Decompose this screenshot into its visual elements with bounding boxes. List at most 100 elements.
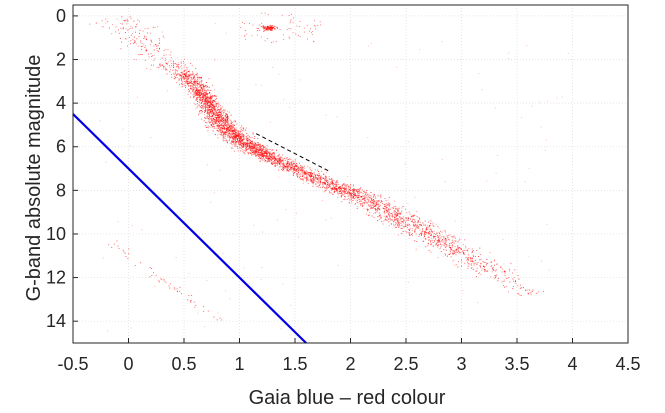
star-point (283, 165, 285, 167)
star-point (252, 24, 254, 26)
star-point (170, 283, 172, 285)
star-point (514, 281, 516, 283)
star-point (316, 186, 318, 187)
star-point (134, 40, 135, 42)
star-point (320, 178, 322, 180)
star-point (235, 135, 237, 137)
star-point (207, 108, 209, 110)
star-point (191, 78, 193, 80)
star-point (191, 74, 193, 76)
star-point (380, 201, 381, 203)
star-point (176, 70, 178, 72)
star-point (266, 27, 268, 29)
star-point (226, 120, 228, 122)
star-point (209, 105, 210, 107)
star-point (458, 246, 460, 248)
star-point (233, 130, 235, 132)
star-point (239, 142, 241, 144)
star-point (269, 161, 271, 162)
star-point (528, 167, 530, 169)
star-point (260, 157, 262, 159)
star-point (177, 64, 179, 66)
star-point (183, 79, 185, 81)
star-point (297, 169, 299, 171)
star-point (156, 47, 158, 49)
star-point (307, 176, 309, 177)
star-point (163, 66, 165, 68)
star-point (289, 37, 291, 39)
star-point (373, 205, 374, 207)
star-point (484, 268, 486, 270)
star-point (312, 180, 314, 182)
star-point (431, 245, 433, 247)
star-point (201, 93, 203, 95)
star-point (316, 177, 318, 179)
star-point (307, 179, 309, 181)
star-point (345, 185, 347, 187)
star-point (189, 82, 191, 84)
star-point (273, 158, 275, 159)
star-point (357, 202, 359, 204)
star-point (273, 156, 275, 158)
star-point (202, 92, 204, 94)
star-point (196, 74, 198, 76)
star-point (190, 81, 192, 83)
star-point (270, 26, 272, 28)
star-point (226, 124, 228, 126)
star-point (183, 74, 185, 76)
star-point (359, 201, 360, 203)
star-point (198, 104, 200, 106)
star-point (207, 118, 209, 120)
star-point (213, 113, 215, 115)
star-point (208, 89, 210, 91)
star-point (377, 207, 379, 209)
star-point (411, 230, 413, 232)
star-point (326, 185, 328, 187)
star-point (436, 242, 438, 244)
star-point (134, 42, 136, 44)
star-point (345, 188, 347, 190)
star-point (244, 143, 246, 145)
star-point (362, 203, 364, 205)
star-point (267, 155, 269, 157)
star-point (215, 112, 217, 114)
star-point (344, 184, 346, 186)
star-point (197, 75, 199, 77)
star-point (352, 189, 354, 191)
star-point (422, 230, 424, 232)
star-point (372, 201, 374, 203)
star-point (238, 136, 240, 138)
star-point (303, 174, 305, 176)
star-point (223, 137, 225, 139)
star-point (285, 163, 287, 165)
star-point (274, 164, 276, 166)
star-point (173, 77, 175, 79)
star-point (349, 189, 350, 190)
star-point (298, 34, 299, 36)
star-point (215, 119, 217, 121)
star-point (222, 137, 224, 139)
star-point (287, 166, 289, 168)
star-point (436, 232, 438, 234)
star-point (306, 177, 308, 179)
star-point (347, 191, 349, 193)
star-point (446, 239, 448, 241)
star-point (120, 27, 122, 29)
star-point (210, 99, 211, 101)
star-point (308, 174, 310, 176)
star-point (196, 90, 198, 92)
star-point (196, 97, 198, 98)
star-point (247, 153, 249, 155)
star-point (255, 148, 257, 150)
star-point (316, 182, 318, 184)
star-point (409, 235, 411, 236)
star-point (386, 206, 388, 208)
star-point (154, 44, 156, 45)
star-point (112, 24, 113, 26)
star-point (218, 105, 220, 107)
star-point (249, 145, 251, 147)
star-point (480, 262, 482, 264)
star-point (134, 265, 136, 266)
star-point (291, 161, 293, 163)
star-point (289, 169, 291, 171)
